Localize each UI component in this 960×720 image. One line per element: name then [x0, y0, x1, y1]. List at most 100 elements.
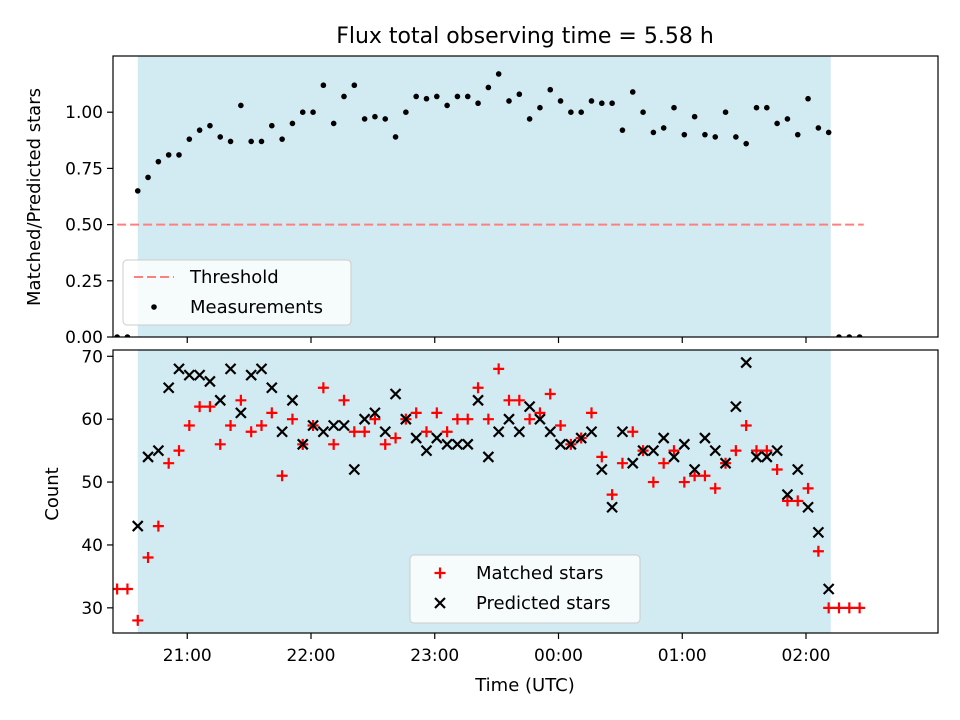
matched-stars-point — [534, 407, 546, 419]
measurements-point — [269, 122, 275, 129]
predicted-stars-point — [338, 419, 350, 432]
predicted-stars-point — [317, 425, 330, 438]
counts-legend: Matched stars Predicted stars — [409, 554, 641, 624]
matched-stars-point — [668, 445, 680, 457]
predicted-stars-point — [131, 520, 144, 532]
matched-stars-point — [163, 457, 175, 469]
measurements-point — [526, 116, 533, 122]
measurements-point — [743, 140, 749, 147]
predicted-stars-point — [431, 432, 443, 444]
matched-stars-point — [276, 470, 288, 482]
matched-stars-point — [823, 602, 835, 614]
y-tick-label: 40 — [81, 536, 103, 556]
measurements-point — [238, 102, 244, 109]
matched-stars-point — [369, 413, 381, 425]
predicted-stars-point — [781, 488, 794, 501]
measurements-point — [176, 152, 182, 158]
predicted-stars-point — [296, 438, 309, 451]
predicted-stars-point — [534, 413, 546, 425]
measurements-point — [310, 109, 316, 115]
measurements-point — [506, 98, 512, 104]
predicted-stars-point — [286, 394, 299, 407]
predicted-stars-point — [657, 432, 670, 444]
predicted-stars-point — [606, 501, 618, 513]
measurements-point — [155, 158, 162, 165]
matched-stars-point — [812, 545, 824, 557]
matched-stars-point — [771, 463, 783, 475]
measurements-point — [186, 136, 193, 142]
predicted-stars-point — [554, 438, 567, 451]
predicted-stars-point — [740, 356, 752, 369]
legend-box — [409, 554, 641, 624]
matched-stars-point — [854, 602, 866, 614]
measurements-point — [114, 334, 120, 337]
measurements-point — [846, 334, 853, 337]
predicted-stars-point — [193, 369, 206, 381]
measurements-point — [774, 120, 780, 127]
predicted-stars-point — [214, 394, 227, 407]
measurements-point — [475, 100, 481, 107]
measurements-point — [660, 125, 667, 131]
measurements-point — [537, 104, 543, 111]
measurements-point — [464, 93, 471, 100]
measurements-point — [248, 138, 254, 145]
predicted-stars-point — [173, 363, 185, 375]
predicted-stars-point — [523, 400, 536, 413]
measurements-point — [568, 109, 574, 115]
matched-stars-point — [513, 394, 525, 406]
predicted-stars-point — [761, 451, 773, 463]
matched-stars-point — [544, 388, 556, 400]
predicted-stars-point — [637, 444, 649, 457]
measurements-point — [836, 334, 842, 337]
measurements-point — [330, 120, 337, 127]
matched-stars-point — [286, 413, 298, 425]
matched-stars-point — [183, 419, 195, 431]
measurements-point — [495, 71, 502, 77]
predicted-stars-point — [389, 388, 402, 400]
counts-y-axis-label: Count — [42, 467, 63, 520]
counts-panel: 30 40 50 60 70 21:00 22:00 23:00 00:00 01:00 02:00… — [81, 347, 939, 666]
predicted-stars-point — [492, 425, 505, 438]
measurements-point — [145, 174, 151, 181]
matched-stars-point — [390, 432, 402, 444]
matched-stars-point — [194, 401, 206, 413]
predicted-stars-point — [327, 419, 340, 432]
matched-stars-point — [555, 419, 567, 431]
x-tick-label: 02:00 — [782, 646, 831, 666]
matched-stars-point — [431, 407, 443, 419]
measurements-point — [619, 127, 626, 133]
measurements-point — [444, 102, 450, 109]
y-tick-label: 70 — [81, 347, 103, 367]
matched-stars-point — [730, 445, 742, 457]
measurements-point — [372, 113, 378, 120]
ratio-legend: Threshold Measurements — [122, 259, 352, 326]
measurements-point — [722, 109, 729, 115]
predicted-stars-point — [575, 432, 587, 444]
legend-matched-label: Matched stars — [476, 563, 603, 584]
predicted-stars-point — [369, 407, 381, 419]
measurements-point — [753, 104, 760, 111]
predicted-stars-point — [358, 413, 371, 425]
predicted-stars-point — [585, 425, 598, 438]
matched-stars-point — [761, 445, 773, 457]
y-tick-label: 50 — [81, 473, 103, 493]
matched-stars-point — [472, 382, 484, 394]
predicted-stars-point — [503, 413, 515, 425]
measurements-point — [403, 109, 409, 115]
matched-stars-point — [173, 445, 185, 457]
measurements-point — [351, 82, 358, 89]
x-axis-label: Time (UTC) — [474, 675, 575, 696]
legend-matched-swatch — [434, 567, 446, 579]
measurements-point — [640, 109, 646, 115]
measurements-point — [423, 95, 430, 102]
predicted-stars-point — [596, 463, 608, 476]
predicted-stars-point — [482, 451, 495, 463]
measurements-point — [413, 93, 419, 100]
matched-stars-point — [410, 407, 422, 419]
matched-stars-point — [328, 438, 340, 450]
y-tick-label: 1.00 — [65, 103, 103, 123]
matched-stars-point — [792, 495, 804, 507]
predicted-stars-point — [730, 400, 742, 413]
measurements-point — [124, 334, 131, 337]
